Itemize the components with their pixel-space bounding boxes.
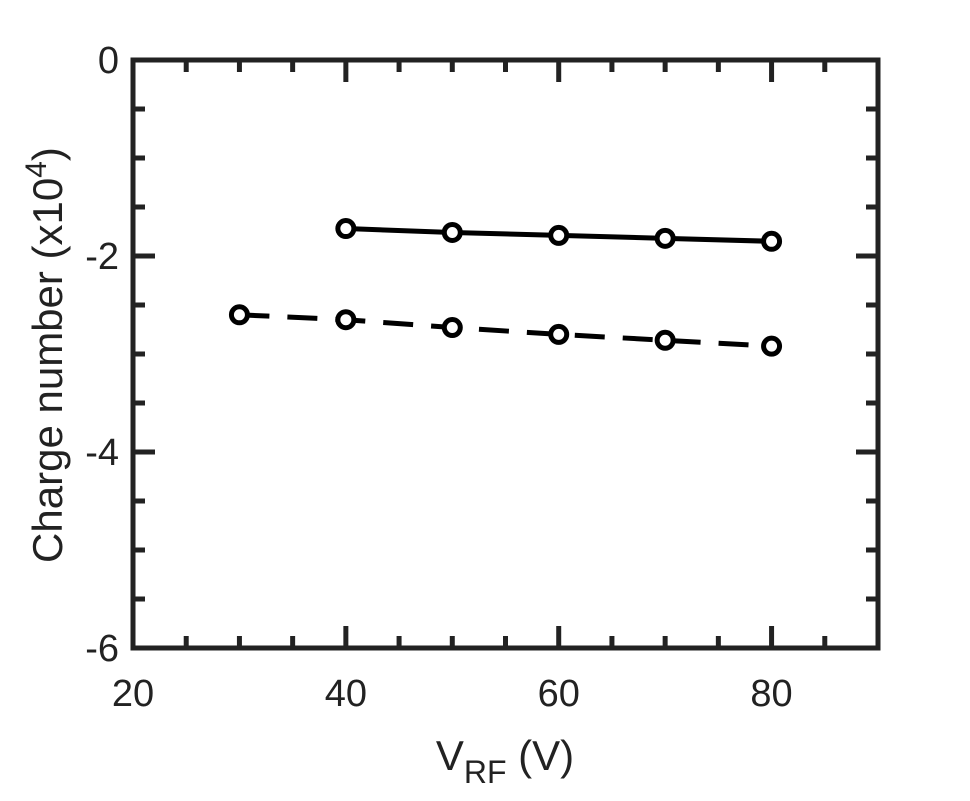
x-axis-title-main: V (436, 732, 464, 779)
series-2-marker (548, 323, 570, 345)
x-tick-label: 40 (325, 673, 367, 715)
labels-layer: 20 40 60 80 0 -2 -4 -6 (85, 40, 793, 715)
y-tick-label: -2 (85, 236, 119, 278)
y-axis-title-superscript: 4 (20, 161, 53, 178)
series-2-marker (228, 304, 250, 326)
y-tick-label: -4 (85, 432, 119, 474)
series-1-marker (548, 224, 570, 246)
series-layer (228, 218, 783, 357)
y-tick-label: 0 (98, 40, 119, 82)
series-1-marker (441, 221, 463, 243)
series-2-marker (654, 329, 676, 351)
y-axis-title-main: Charge number (x10 (24, 178, 71, 563)
series-2-marker (441, 317, 463, 339)
x-tick-label: 20 (112, 673, 154, 715)
series-2-marker (761, 335, 783, 357)
series-1-marker (654, 227, 676, 249)
series-2-marker (335, 309, 357, 331)
x-tick-label: 80 (750, 673, 792, 715)
y-axis-title-end: ) (24, 147, 71, 161)
x-axis-title-unit: (V) (507, 732, 575, 779)
series-1-marker (335, 218, 357, 240)
series-1-marker (761, 230, 783, 252)
y-axis-title: Charge number (x104) (20, 147, 71, 563)
plot-frame (130, 57, 881, 651)
x-axis-title-subscript: RF (464, 754, 507, 790)
series-2-line (239, 312, 772, 349)
x-tick-label: 60 (538, 673, 580, 715)
y-tick-label: -6 (85, 628, 119, 670)
x-axis-title: VRF (V) (436, 732, 574, 790)
